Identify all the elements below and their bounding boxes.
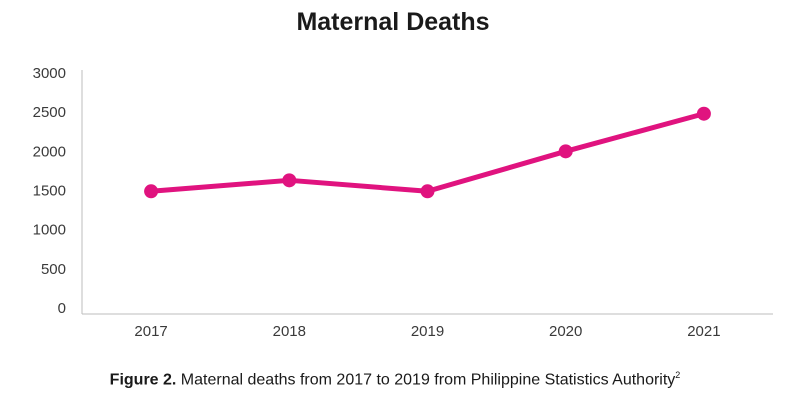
figure-label: Figure 2. bbox=[109, 371, 177, 389]
x-tick-label: 2019 bbox=[411, 323, 444, 340]
y-tick-label: 0 bbox=[58, 300, 66, 317]
data-point bbox=[282, 173, 297, 188]
x-tick-label: 2018 bbox=[273, 323, 306, 340]
data-point bbox=[558, 144, 573, 159]
x-tick-label: 2020 bbox=[549, 323, 582, 340]
chart-title: Maternal Deaths bbox=[296, 8, 490, 36]
data-point bbox=[144, 184, 159, 199]
series-line bbox=[148, 111, 707, 194]
data-points bbox=[144, 106, 711, 199]
caption-text: Maternal deaths from 2017 to 2019 from P… bbox=[176, 371, 676, 389]
y-tick-label: 1000 bbox=[33, 222, 66, 239]
data-point bbox=[420, 184, 435, 199]
y-tick-label: 2000 bbox=[33, 143, 66, 160]
y-axis-ticks: 0 500 1000 1500 2000 2500 3000 bbox=[33, 65, 66, 317]
x-tick-label: 2017 bbox=[134, 323, 167, 340]
y-tick-label: 2500 bbox=[33, 104, 66, 121]
y-tick-label: 500 bbox=[41, 261, 66, 278]
data-point bbox=[696, 106, 711, 121]
figure-caption: Figure 2. Maternal deaths from 2017 to 2… bbox=[0, 370, 790, 389]
x-axis-ticks: 2017 2018 2019 2020 2021 bbox=[134, 323, 720, 340]
y-tick-label: 3000 bbox=[33, 65, 66, 82]
y-tick-label: 1500 bbox=[33, 183, 66, 200]
x-tick-label: 2021 bbox=[687, 323, 720, 340]
caption-footnote: 2 bbox=[675, 370, 681, 380]
